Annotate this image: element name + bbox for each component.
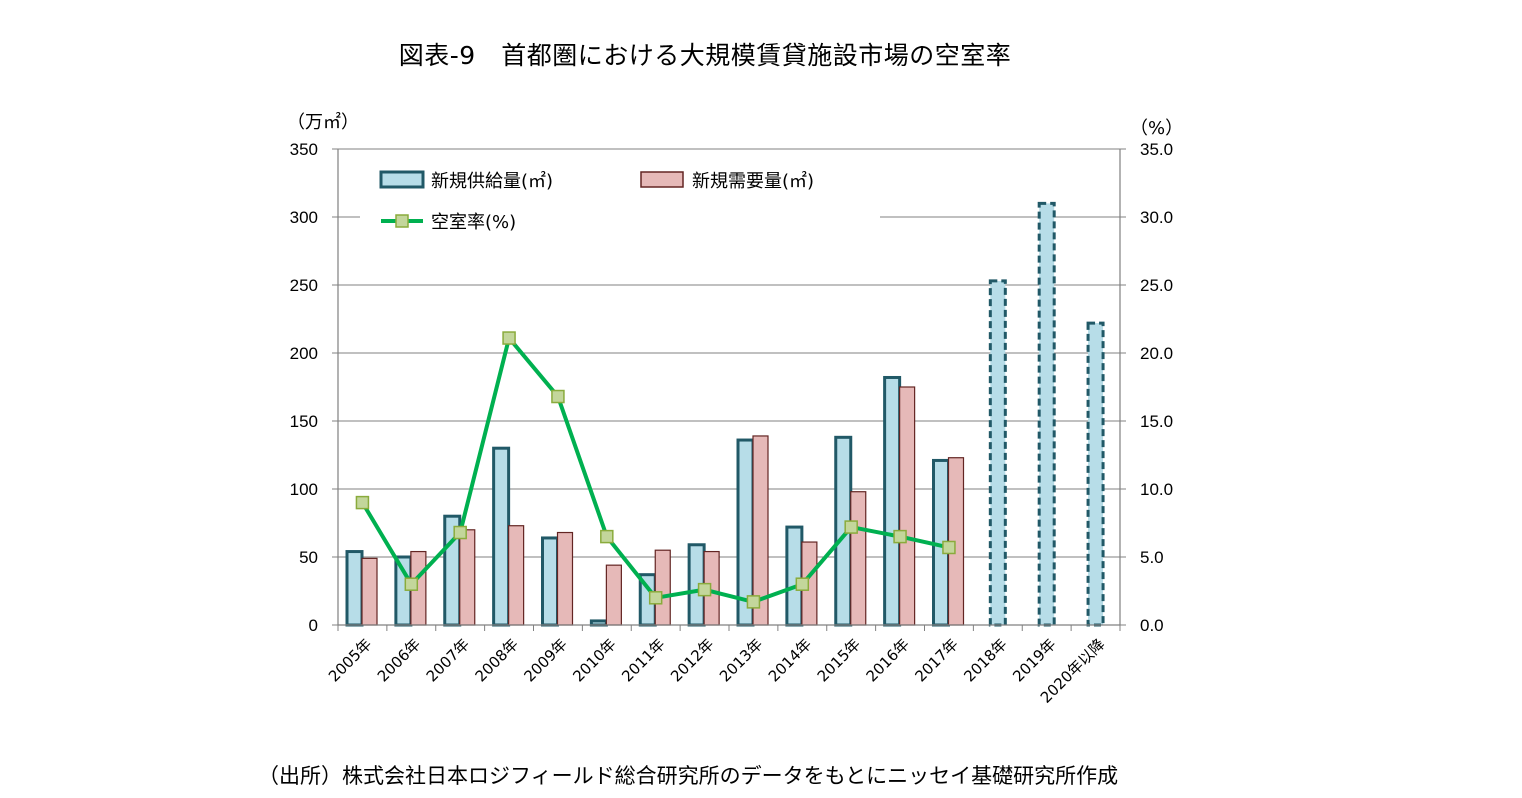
right-axis-ticks: 0.0 5.0 10.0 15.0 20.0 25.0 30.0 35.0 [1140, 140, 1173, 635]
vacancy-point [942, 540, 956, 555]
demand-bar [654, 549, 671, 626]
supply-bar [492, 446, 511, 627]
bars [345, 201, 1105, 627]
x-axis-tick-label: 2007年 [423, 635, 473, 685]
vacancy-point [648, 591, 663, 605]
supply-bar [785, 525, 804, 627]
axes [332, 148, 1126, 631]
x-axis-tick-label: 2015年 [814, 635, 864, 685]
left-axis-tick-label: 350 [290, 140, 318, 159]
x-axis-tick-label: 2017年 [911, 635, 961, 685]
demand-bar [459, 529, 476, 626]
supply-bar [589, 619, 608, 627]
vacancy-point [600, 529, 614, 544]
vacancy-point [355, 495, 370, 510]
left-axis-tick-label: 0 [309, 616, 318, 635]
demand-bar [605, 564, 622, 626]
x-axis-tick-label: 2011年 [618, 635, 668, 685]
right-axis-tick-label: 20.0 [1140, 344, 1173, 363]
vacancy-point [697, 582, 712, 597]
x-axis-tick-label: 2005年 [325, 635, 375, 685]
supply-bar [883, 375, 902, 627]
right-axis-tick-label: 15.0 [1140, 412, 1173, 431]
demand-bar [556, 531, 574, 626]
vacancy-point [893, 529, 907, 544]
left-axis-tick-label: 150 [290, 412, 318, 431]
left-axis-tick-label: 100 [290, 480, 318, 499]
vacancy-point [551, 389, 565, 404]
x-axis-tick-label: 2009年 [520, 635, 570, 685]
x-axis-tick-label: 2014年 [765, 635, 815, 685]
x-axis-ticks: 2005年2006年2007年2008年2009年2010年2011年2012年… [325, 635, 1108, 707]
demand-bar [508, 525, 525, 626]
legend-supply-swatch [379, 170, 425, 189]
left-axis-tick-label: 300 [290, 208, 318, 227]
left-axis-tick-label: 50 [299, 548, 318, 567]
vacancy-line [355, 331, 956, 609]
vacancy-point [502, 331, 516, 345]
right-axis-tick-label: 10.0 [1140, 480, 1173, 499]
supply-bar [1086, 321, 1105, 627]
x-axis-tick-label: 2010年 [569, 635, 619, 685]
demand-bar [361, 557, 378, 626]
right-axis-tick-label: 5.0 [1140, 548, 1164, 567]
right-axis-tick-label: 30.0 [1140, 208, 1173, 227]
left-axis-tick-label: 200 [290, 344, 318, 363]
x-axis-tick-label: 2016年 [863, 635, 913, 685]
vacancy-point [844, 520, 858, 534]
legend-demand-label: 新規需要量(㎡) [692, 170, 814, 192]
supply-bar [1037, 201, 1056, 627]
supply-bar [541, 536, 559, 627]
left-axis-unit: （万㎡） [287, 111, 359, 133]
left-axis-tick-label: 250 [290, 276, 318, 295]
legend-background [360, 158, 880, 234]
legend: 新規供給量(㎡) 新規需要量(㎡) 空室率(%) [360, 158, 880, 234]
chart-title: 図表-9 首都圏における大規模賃貸施設市場の空室率 [398, 41, 1012, 70]
vacancy-point [746, 595, 761, 609]
vacancy-point [453, 525, 467, 540]
demand-bar [850, 491, 867, 626]
vacancy-point [795, 577, 810, 591]
x-axis-tick-label: 2013年 [716, 635, 766, 685]
x-axis-tick-label: 2006年 [374, 635, 424, 685]
x-axis-tick-label: 2008年 [472, 635, 522, 685]
vacancy-point [404, 577, 419, 591]
right-axis-tick-label: 35.0 [1140, 140, 1173, 159]
legend-vacancy-label: 空室率(%) [431, 212, 516, 233]
right-axis-tick-label: 0.0 [1140, 616, 1164, 635]
left-axis-ticks: 0 50 100 150 200 250 300 350 [290, 140, 318, 635]
x-axis-tick-label: 2012年 [667, 635, 717, 685]
right-axis-tick-label: 25.0 [1140, 276, 1173, 295]
x-axis-tick-label: 2018年 [960, 635, 1010, 685]
supply-bar [988, 279, 1007, 627]
legend-supply-label: 新規供給量(㎡) [431, 170, 553, 192]
source-note: （出所）株式会社日本ロジフィールド総合研究所のデータをもとにニッセイ基礎研究所作… [258, 764, 1119, 788]
legend-vacancy-marker [395, 214, 409, 228]
demand-bar [899, 386, 916, 626]
supply-bar [345, 550, 364, 627]
right-axis-unit: （%） [1130, 118, 1183, 139]
legend-demand-swatch [640, 171, 684, 188]
